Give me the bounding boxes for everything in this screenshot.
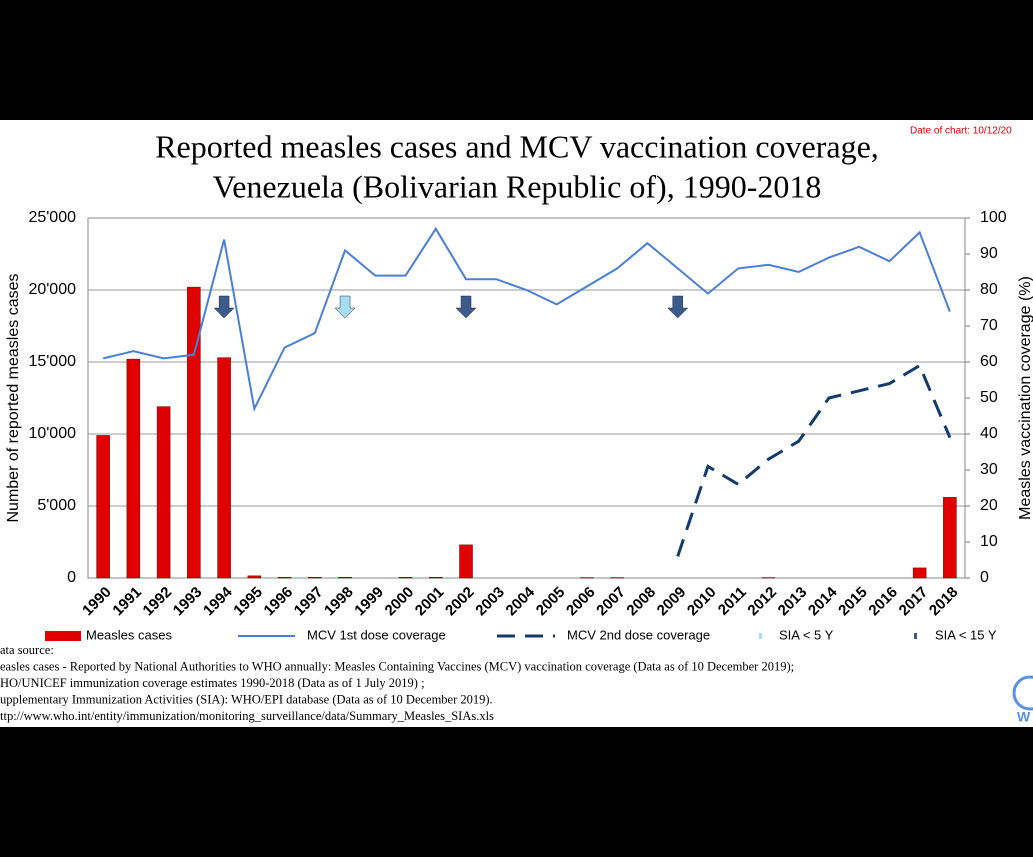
y2-tick-label: 90 (980, 245, 998, 262)
y-tick-label: 10'000 (28, 425, 76, 442)
legend-label: SIA < 5 Y (779, 627, 834, 642)
bar (398, 577, 413, 579)
y2-tick-label: 70 (980, 317, 998, 334)
y2-axis-label: Measles vaccination coverage (%) (1017, 276, 1033, 520)
legend-label: Measles cases (86, 627, 172, 642)
bar (187, 286, 201, 579)
y-tick-label: 0 (67, 569, 76, 586)
source-line: HO/UNICEF immunization coverage estimate… (0, 676, 425, 690)
bar (126, 358, 141, 579)
y-tick-label: 15'000 (28, 353, 76, 370)
who-logo (1012, 675, 1033, 711)
y2-tick-label: 50 (980, 389, 998, 406)
y2-tick-label: 80 (980, 281, 998, 298)
bar (96, 435, 110, 579)
y2-tick-label: 40 (980, 425, 998, 442)
source-line: ttp://www.who.int/entity/immunization/mo… (0, 709, 494, 723)
y-tick-label: 20'000 (28, 281, 76, 298)
line (676, 363, 952, 557)
source-line: easles cases - Reported by National Auth… (0, 659, 794, 673)
chart-title: Venezuela (Bolivarian Republic of), 1990… (213, 168, 822, 204)
chart-title: Reported measles cases and MCV vaccinati… (155, 128, 879, 164)
bar (217, 357, 231, 579)
legend-swatch (45, 631, 81, 641)
sia-arrow (667, 295, 689, 319)
slide (0, 120, 1033, 727)
bar (459, 544, 473, 579)
bar (943, 497, 957, 579)
y-axis-label: Number of reported measles cases (5, 274, 22, 523)
y2-tick-label: 10 (980, 533, 998, 550)
legend-swatch (759, 633, 762, 639)
y-tick-label: 5'000 (37, 497, 76, 514)
y2-tick-label: 30 (980, 461, 998, 478)
plot-frame (87, 217, 966, 579)
line (102, 226, 951, 412)
bar (156, 406, 171, 579)
bar (277, 577, 292, 579)
y-tick-label: 25'000 (28, 209, 76, 226)
bar (912, 567, 927, 579)
bar (247, 575, 262, 579)
date-note: Date of chart: 10/12/20 (910, 126, 1012, 137)
y2-tick-label: 100 (980, 209, 1007, 226)
legend-label: MCV 2nd dose coverage (567, 627, 710, 642)
legend-swatch (914, 633, 917, 639)
bar (338, 577, 352, 579)
who-logo-text: W (1017, 709, 1031, 725)
sia-arrow (213, 295, 235, 319)
sia-arrow (455, 295, 477, 319)
sia-arrow (334, 295, 356, 319)
bar (308, 577, 322, 579)
y2-tick-label: 0 (980, 569, 989, 586)
y2-tick-label: 60 (980, 353, 998, 370)
bar (429, 577, 443, 579)
y2-tick-label: 20 (980, 497, 998, 514)
source-line: upplementary Immunization Activities (SI… (0, 692, 493, 706)
source-line: ata source: (0, 643, 54, 657)
legend-label: SIA < 15 Y (935, 627, 997, 642)
legend-label: MCV 1st dose coverage (307, 627, 446, 642)
